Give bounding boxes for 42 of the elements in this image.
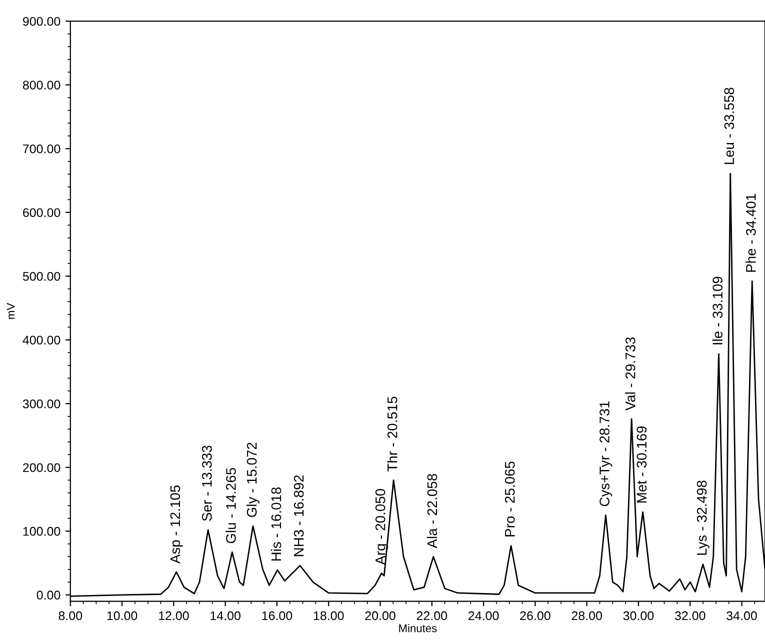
y-tick-label: 900.00 [23, 16, 60, 26]
annotation: Lys - 32.498 [696, 480, 710, 555]
annotation: Met - 30.169 [636, 426, 647, 503]
y-tick-label: 300.00 [22, 399, 60, 408]
x-tick-label: 22.00 [416, 611, 448, 620]
x-tick-label: 34.00 [726, 611, 757, 620]
y-tick-label: 600.00 [23, 208, 60, 218]
y-tick-label: 100.00 [23, 526, 60, 536]
annotation: Leu - 33.558 [724, 88, 734, 164]
annotation: Ala - 22.058 [426, 474, 438, 548]
annotation: Glu - 14.265 [226, 468, 236, 544]
x-axis-title: Minutes [399, 624, 437, 632]
annotation: Ile - 33.109 [712, 276, 722, 344]
x-tick-label: 32.00 [674, 611, 706, 620]
annotation: His - 16.018 [270, 487, 282, 561]
x-tick-label: 12.00 [158, 611, 189, 620]
y-tick-label: 500.00 [22, 272, 60, 281]
y-tick-label: 200.00 [23, 463, 60, 472]
y-tick-label: 800.00 [22, 80, 60, 90]
x-tick-label: 14.00 [210, 611, 240, 620]
y-tick-label: 0.00 [36, 590, 60, 600]
y-tick-label: 400.00 [22, 336, 60, 345]
x-tick-label: 8.00 [58, 611, 82, 620]
annotation: Phe - 34.401 [746, 194, 756, 272]
annotation: Val - 29.733 [625, 337, 636, 411]
annotation: Gly - 15.072 [246, 442, 260, 518]
annotation: Asp - 12.105 [170, 485, 183, 564]
x-tick-label: 20.00 [365, 611, 396, 620]
annotation: Thr - 20.515 [387, 396, 398, 472]
x-tick-label: 26.00 [520, 611, 550, 620]
annotation: Ser - 13.333 [202, 446, 212, 521]
y-tick-label: 700.00 [23, 144, 60, 154]
x-tick-label: 10.00 [107, 611, 138, 620]
y-axis-title: mV [6, 302, 15, 319]
x-tick-label: 16.00 [262, 611, 292, 620]
x-tick-label: 18.00 [314, 611, 344, 620]
annotation: NH3 - 16.892 [294, 475, 304, 556]
x-tick-label: 24.00 [468, 611, 499, 620]
annotation: Cys+Tyr - 28.731 [600, 401, 612, 506]
x-tick-label: 28.00 [572, 611, 602, 620]
annotation: Pro - 25.065 [504, 462, 515, 536]
x-tick-label: 30.00 [623, 611, 654, 620]
